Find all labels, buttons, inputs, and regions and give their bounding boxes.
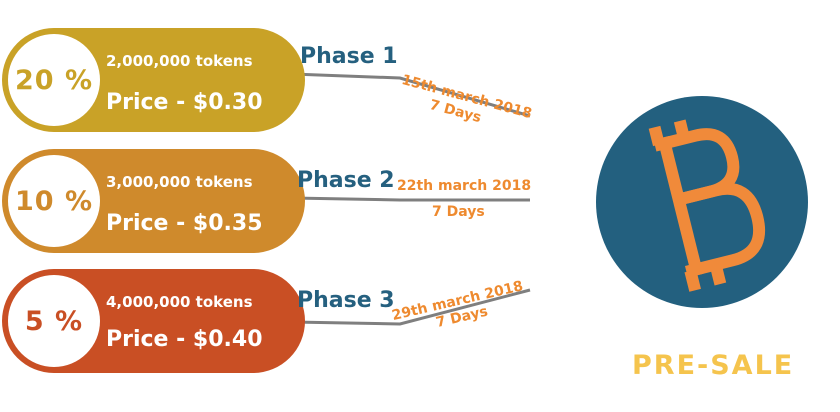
phase-2-card: 10 % 3,000,000 tokens Price - $0.35 [2, 149, 305, 253]
token-amount: 3,000,000 tokens [106, 173, 253, 191]
token-price: Price - $0.35 [106, 211, 263, 236]
connector-line-phase-3 [291, 288, 531, 326]
phase-3-title: Phase 3 [297, 288, 395, 313]
discount-badge: 5 % [8, 275, 100, 367]
bitcoin-coin [596, 96, 808, 308]
bitcoin-icon [648, 119, 766, 292]
phase-2-date: 22th march 2018 [397, 178, 532, 194]
discount-badge: 10 % [8, 155, 100, 247]
token-amount: 2,000,000 tokens [106, 52, 253, 70]
phase-2-duration: 7 Days [432, 204, 485, 220]
connector-line-phase-2 [291, 196, 530, 202]
presale-label: PRE-SALE [632, 350, 795, 381]
token-price: Price - $0.30 [106, 90, 263, 115]
phase-2-title: Phase 2 [297, 168, 395, 193]
token-amount: 4,000,000 tokens [106, 293, 253, 311]
phase-1-card: 20 % 2,000,000 tokens Price - $0.30 [2, 28, 305, 132]
connector-line-phase-1 [291, 72, 531, 118]
token-price: Price - $0.40 [106, 327, 263, 352]
discount-badge: 20 % [8, 34, 100, 126]
phase-3-card: 5 % 4,000,000 tokens Price - $0.40 [2, 269, 305, 373]
phase-1-title: Phase 1 [300, 44, 398, 69]
